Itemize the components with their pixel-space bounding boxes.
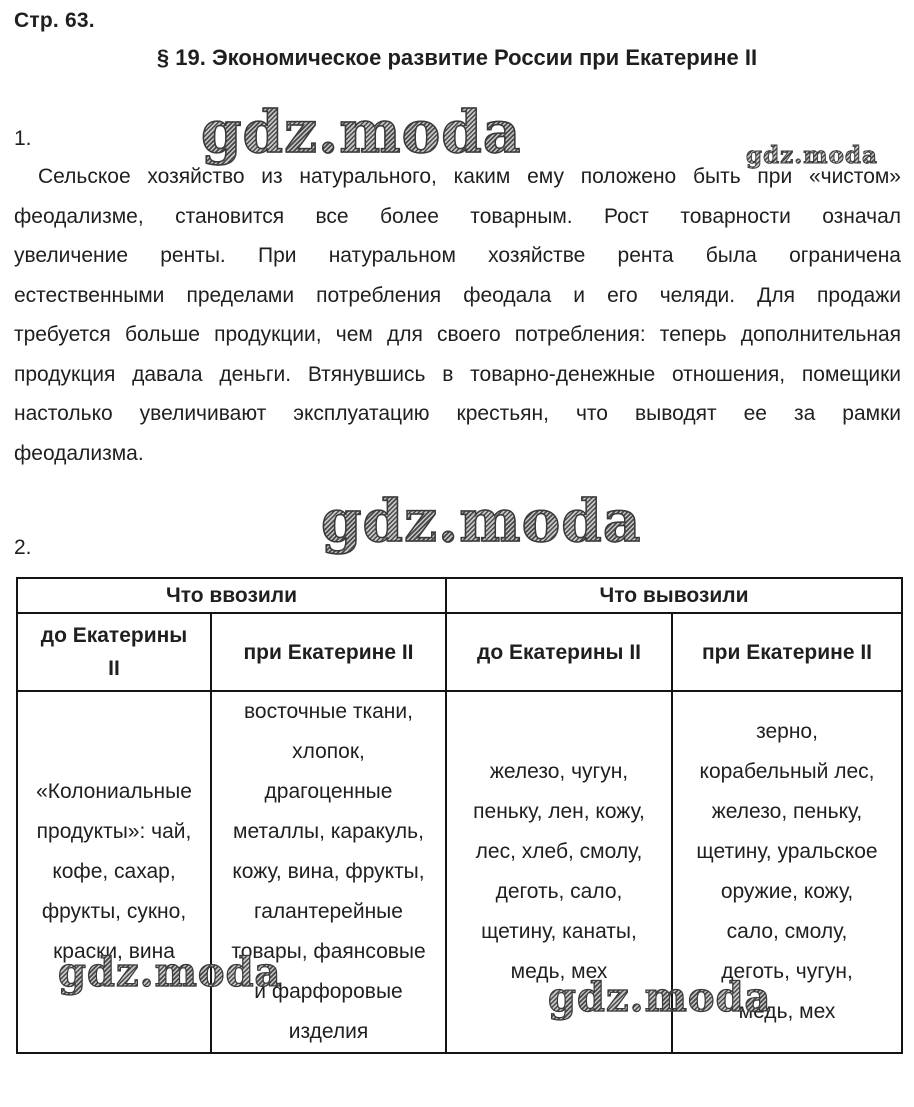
page-title: § 19. Экономическое развитие России при … xyxy=(156,45,758,70)
table-group-header-row: Что ввозили Что вывозили xyxy=(16,577,903,614)
watermark-middle-center: gdz.moda xyxy=(320,486,642,556)
section-1-paragraph: Сельское хозяйство из натурального, каки… xyxy=(14,165,901,465)
cell-imports-under-catherine: восточные ткани, хлопок, драгоценные мет… xyxy=(210,690,447,1054)
table-body-row: «Колониальные продукты»: чай, кофе, саха… xyxy=(16,690,903,1054)
subheader-exports-before-catherine: до Екатерины II xyxy=(445,612,673,692)
cell-imports-before-catherine: «Колониальные продукты»: чай, кофе, саха… xyxy=(16,690,212,1054)
section-1-number: 1. xyxy=(14,127,32,150)
subheader-imports-under-catherine: при Екатерине II xyxy=(210,612,447,692)
table-header-imports: Что ввозили xyxy=(16,577,447,614)
imports-exports-table: Что ввозили Что вывозили до Екатерины II… xyxy=(16,577,903,1054)
watermark-top-center: gdz.moda xyxy=(200,97,522,167)
subheader-exports-under-catherine: при Екатерине II xyxy=(671,612,903,692)
cell-exports-under-catherine: зерно, корабельный лес, железо, пеньку, … xyxy=(671,690,903,1054)
section-2-number: 2. xyxy=(14,536,32,559)
subheader-imports-before-catherine: до Екатерины II xyxy=(16,612,212,692)
table-header-exports: Что вывозили xyxy=(445,577,903,614)
cell-exports-before-catherine: железо, чугун, пеньку, лен, кожу, лес, х… xyxy=(445,690,673,1054)
page-number-label: Стр. 63. xyxy=(14,9,95,32)
table-sub-header-row: до Екатерины II при Екатерине II до Екат… xyxy=(16,612,903,692)
